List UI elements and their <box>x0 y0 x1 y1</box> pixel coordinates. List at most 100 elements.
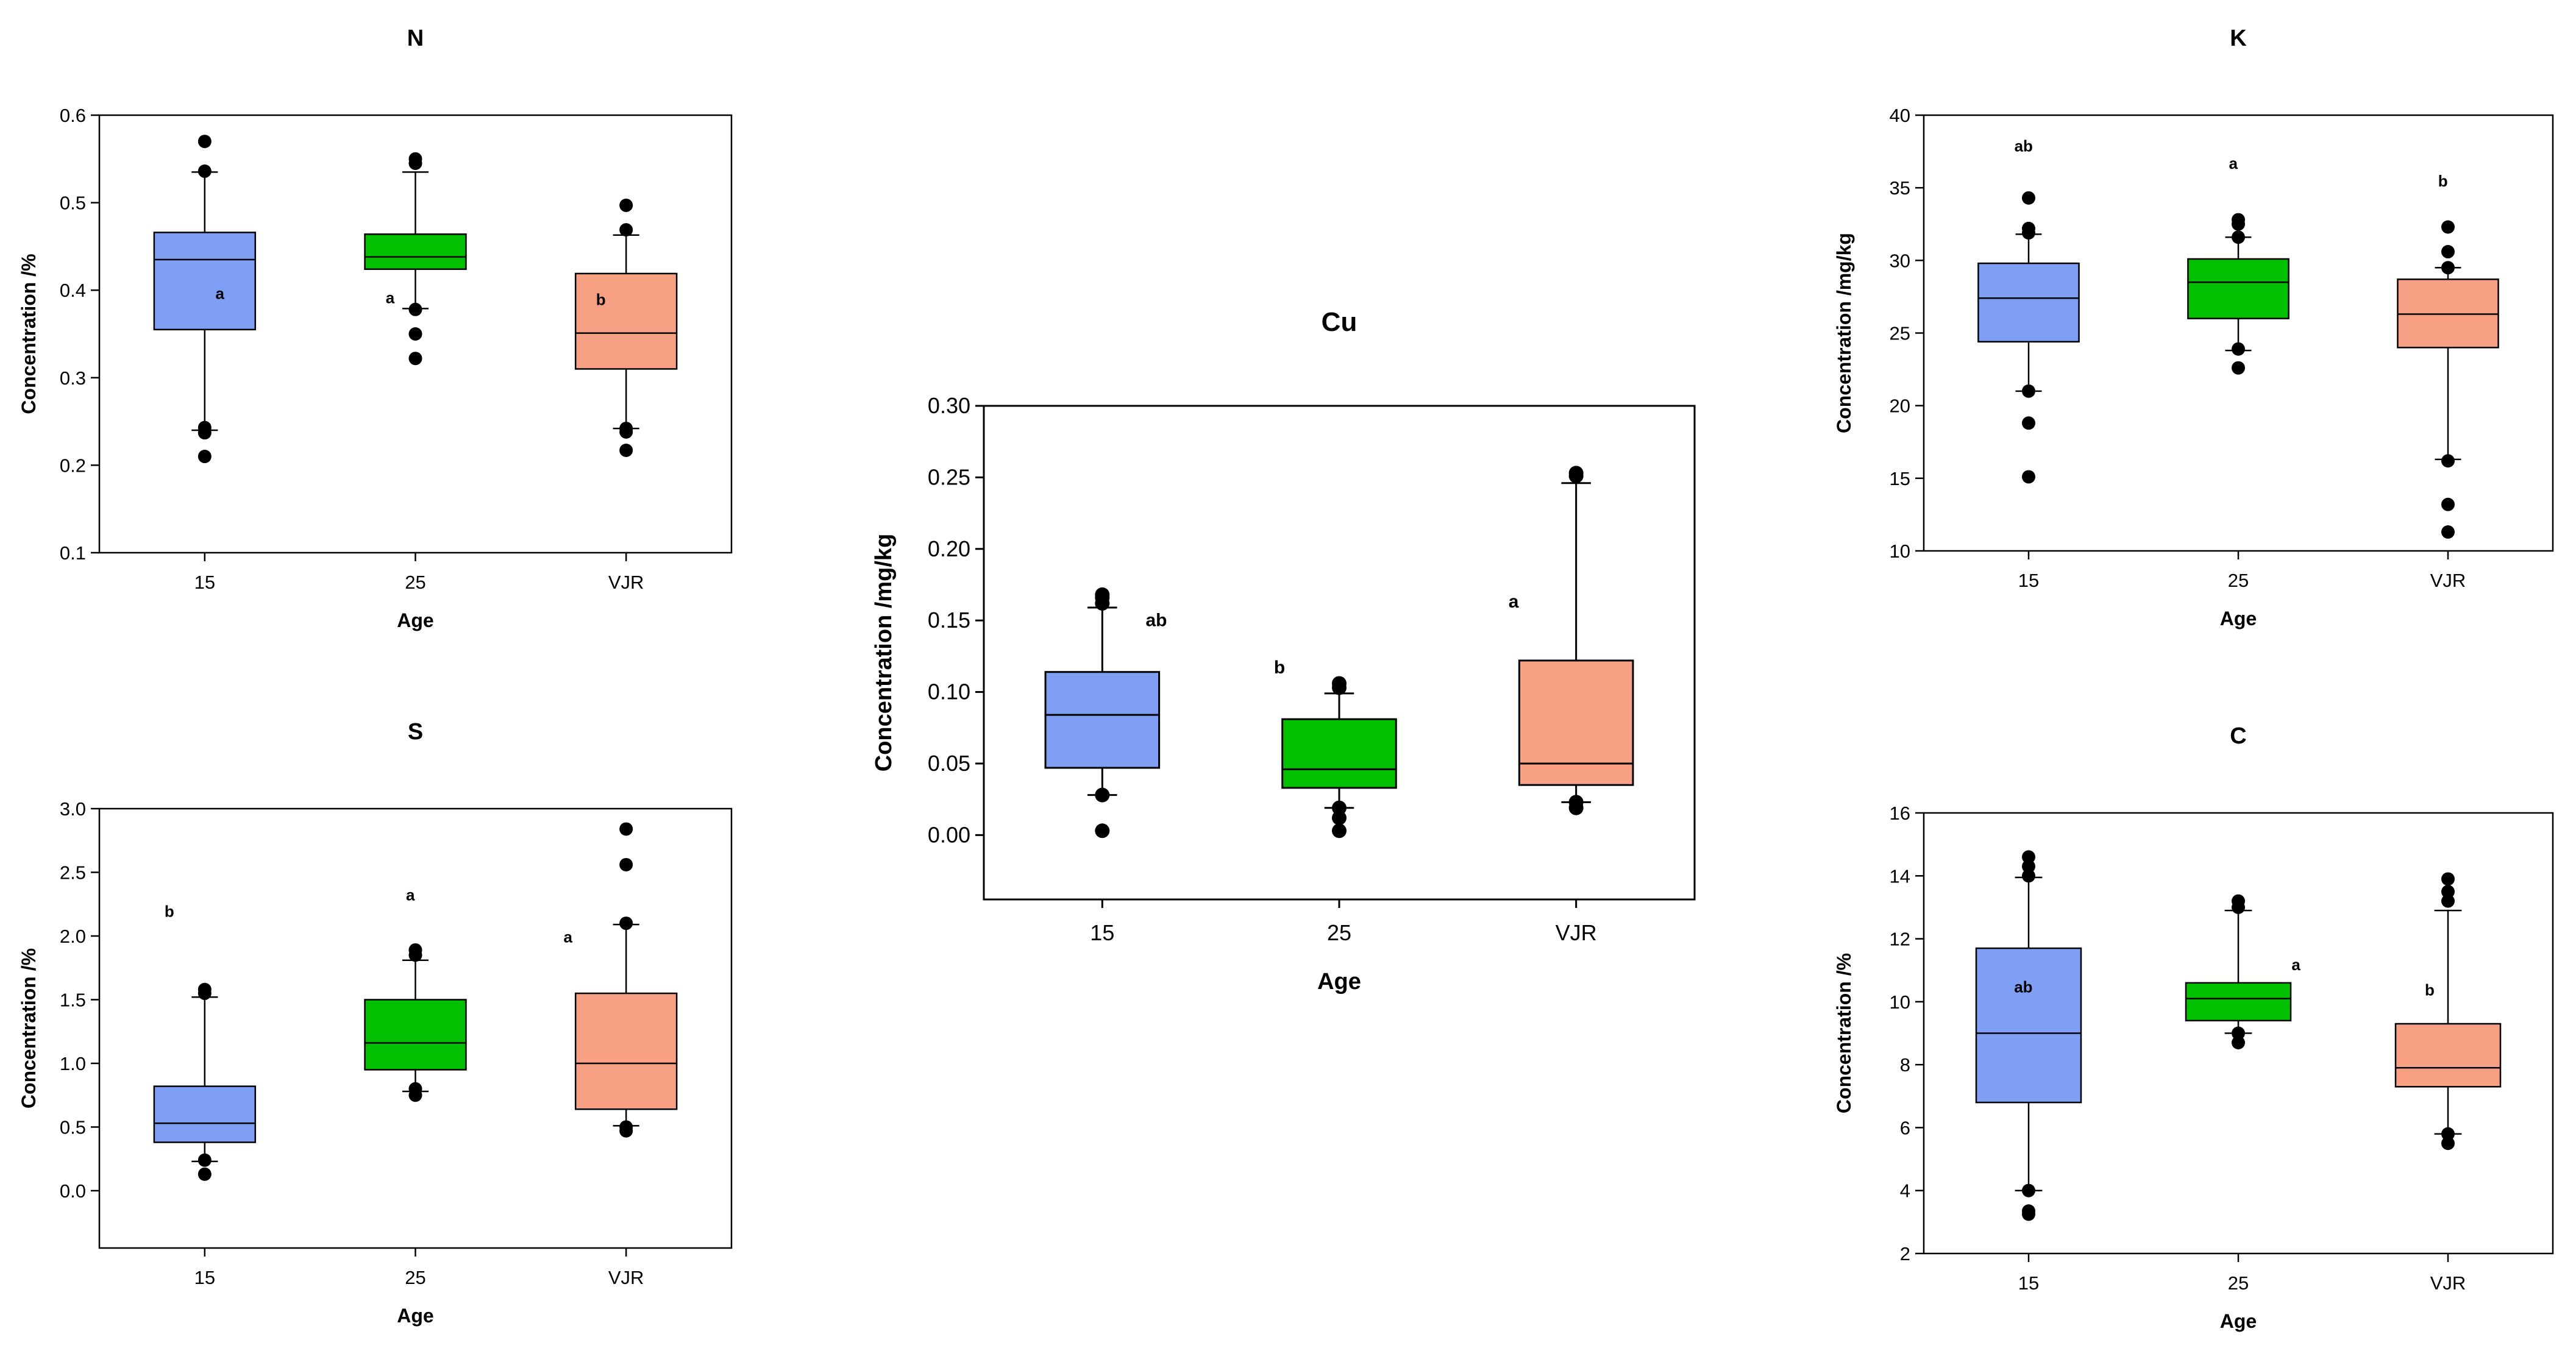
outlier-point <box>2441 885 2455 899</box>
outlier-point <box>619 917 633 931</box>
outlier-point <box>2022 850 2035 864</box>
outlier-point <box>408 302 422 316</box>
x-tick-label: VJR <box>608 1267 644 1288</box>
outlier-point <box>1095 596 1110 611</box>
outlier-point <box>2022 859 2035 873</box>
significance-letter: a <box>215 285 224 303</box>
box-25: a <box>364 885 467 1102</box>
outlier-point <box>1332 680 1347 695</box>
outlier-point <box>2441 454 2455 468</box>
outlier-point <box>2022 191 2035 205</box>
box-iqr <box>1975 947 2082 1104</box>
x-axis-label: Age <box>397 1305 433 1327</box>
y-axis-label: Concentration /mg/kg <box>1833 233 1855 433</box>
y-tick-label: 0.05 <box>928 751 970 776</box>
box-25: a <box>2185 894 2300 1049</box>
x-axis-label: Age <box>2220 1310 2257 1332</box>
outlier-point <box>2441 1136 2455 1151</box>
y-tick-label: 0.6 <box>60 105 86 126</box>
box-iqr <box>153 1085 257 1143</box>
outlier-point <box>2022 384 2035 398</box>
box-iqr <box>1977 262 2080 343</box>
outlier-point <box>1332 810 1347 826</box>
y-tick-label: 0.4 <box>60 280 86 301</box>
significance-letter: ab <box>2014 977 2032 996</box>
significance-letter: a <box>1509 592 1519 612</box>
y-tick-label: 0.30 <box>928 393 970 418</box>
outlier-point <box>2441 245 2455 259</box>
x-tick-label: 15 <box>2018 570 2039 591</box>
y-tick-label: 0.20 <box>928 536 970 561</box>
box-25: b <box>1274 658 1397 839</box>
y-tick-label: 10 <box>1890 541 1910 562</box>
outlier-point <box>2232 361 2245 375</box>
x-tick-label: VJR <box>2430 1272 2466 1294</box>
y-tick-label: 10 <box>1890 991 1910 1013</box>
y-tick-label: 15 <box>1890 468 1910 489</box>
box-vjr: b <box>574 198 678 457</box>
y-tick-label: 20 <box>1890 395 1910 417</box>
outlier-point <box>408 327 422 341</box>
outlier-point <box>408 948 422 962</box>
outlier-point <box>197 1153 212 1167</box>
outlier-point <box>1332 823 1347 839</box>
box-iqr <box>364 233 467 270</box>
chart-panel-n: N 0.1 0.2 0.3 0.4 0.5 0.6 15 25 VJR Age Concentrati… <box>18 26 733 631</box>
outlier-point <box>619 857 633 871</box>
outlier-point <box>2441 525 2455 539</box>
y-tick-label: 4 <box>1900 1180 1910 1202</box>
x-tick-label: VJR <box>1556 920 1597 945</box>
box-iqr <box>364 999 467 1071</box>
outlier-point <box>2022 226 2035 240</box>
y-tick-label: 0.25 <box>928 464 970 489</box>
box-vjr: a <box>1509 466 1634 815</box>
y-axis-label: Concentration /% <box>18 254 40 414</box>
outlier-point <box>2232 217 2245 231</box>
box-iqr <box>1044 671 1161 769</box>
box-15: b <box>153 902 257 1181</box>
x-tick-label: 15 <box>2018 1272 2039 1294</box>
outlier-point <box>619 822 633 836</box>
outlier-point <box>619 198 633 212</box>
box-iqr <box>574 272 678 370</box>
box-iqr <box>2187 258 2290 319</box>
y-tick-label: 1.5 <box>60 989 86 1010</box>
box-vjr: b <box>2397 172 2499 539</box>
box-iqr <box>574 992 678 1110</box>
y-tick-label: 16 <box>1890 803 1910 824</box>
outlier-point <box>197 164 212 178</box>
outlier-point <box>2232 900 2245 914</box>
chart-title: C <box>2230 723 2246 749</box>
box-vjr: b <box>2394 872 2502 1151</box>
significance-letter: a <box>564 927 573 946</box>
y-tick-label: 14 <box>1890 865 1910 887</box>
box-iqr <box>2394 1023 2502 1088</box>
x-tick-label: 25 <box>1327 920 1351 945</box>
y-tick-label: 3.0 <box>60 798 86 820</box>
outlier-point <box>2441 261 2455 275</box>
box-15: a <box>153 135 257 464</box>
x-tick-label: 25 <box>2228 570 2249 591</box>
x-tick-label: 25 <box>405 572 425 593</box>
box-vjr: a <box>564 822 678 1138</box>
x-axis-label: Age <box>2220 608 2257 629</box>
significance-letter: b <box>596 291 606 309</box>
significance-letter: ab <box>2015 137 2033 155</box>
y-tick-label: 0.5 <box>60 193 86 214</box>
outlier-point <box>2441 1127 2455 1141</box>
outlier-point <box>2232 1035 2245 1049</box>
outlier-point <box>2022 416 2035 430</box>
y-tick-label: 35 <box>1890 177 1910 199</box>
significance-letter: b <box>165 902 174 921</box>
y-tick-label: 0.1 <box>60 542 86 564</box>
outlier-point <box>197 135 212 149</box>
outlier-point <box>2232 342 2245 356</box>
chart-panel-s: S 0.0 0.5 1.0 1.5 2.0 2.5 3.0 15 25 VJR Age Concentr… <box>18 719 733 1327</box>
outlier-point <box>1568 469 1584 484</box>
x-tick-label: 25 <box>2228 1272 2249 1294</box>
significance-letter: a <box>386 289 395 307</box>
chart-title: N <box>407 26 424 51</box>
chart-title: K <box>2230 26 2247 51</box>
box-iqr <box>1281 718 1397 789</box>
